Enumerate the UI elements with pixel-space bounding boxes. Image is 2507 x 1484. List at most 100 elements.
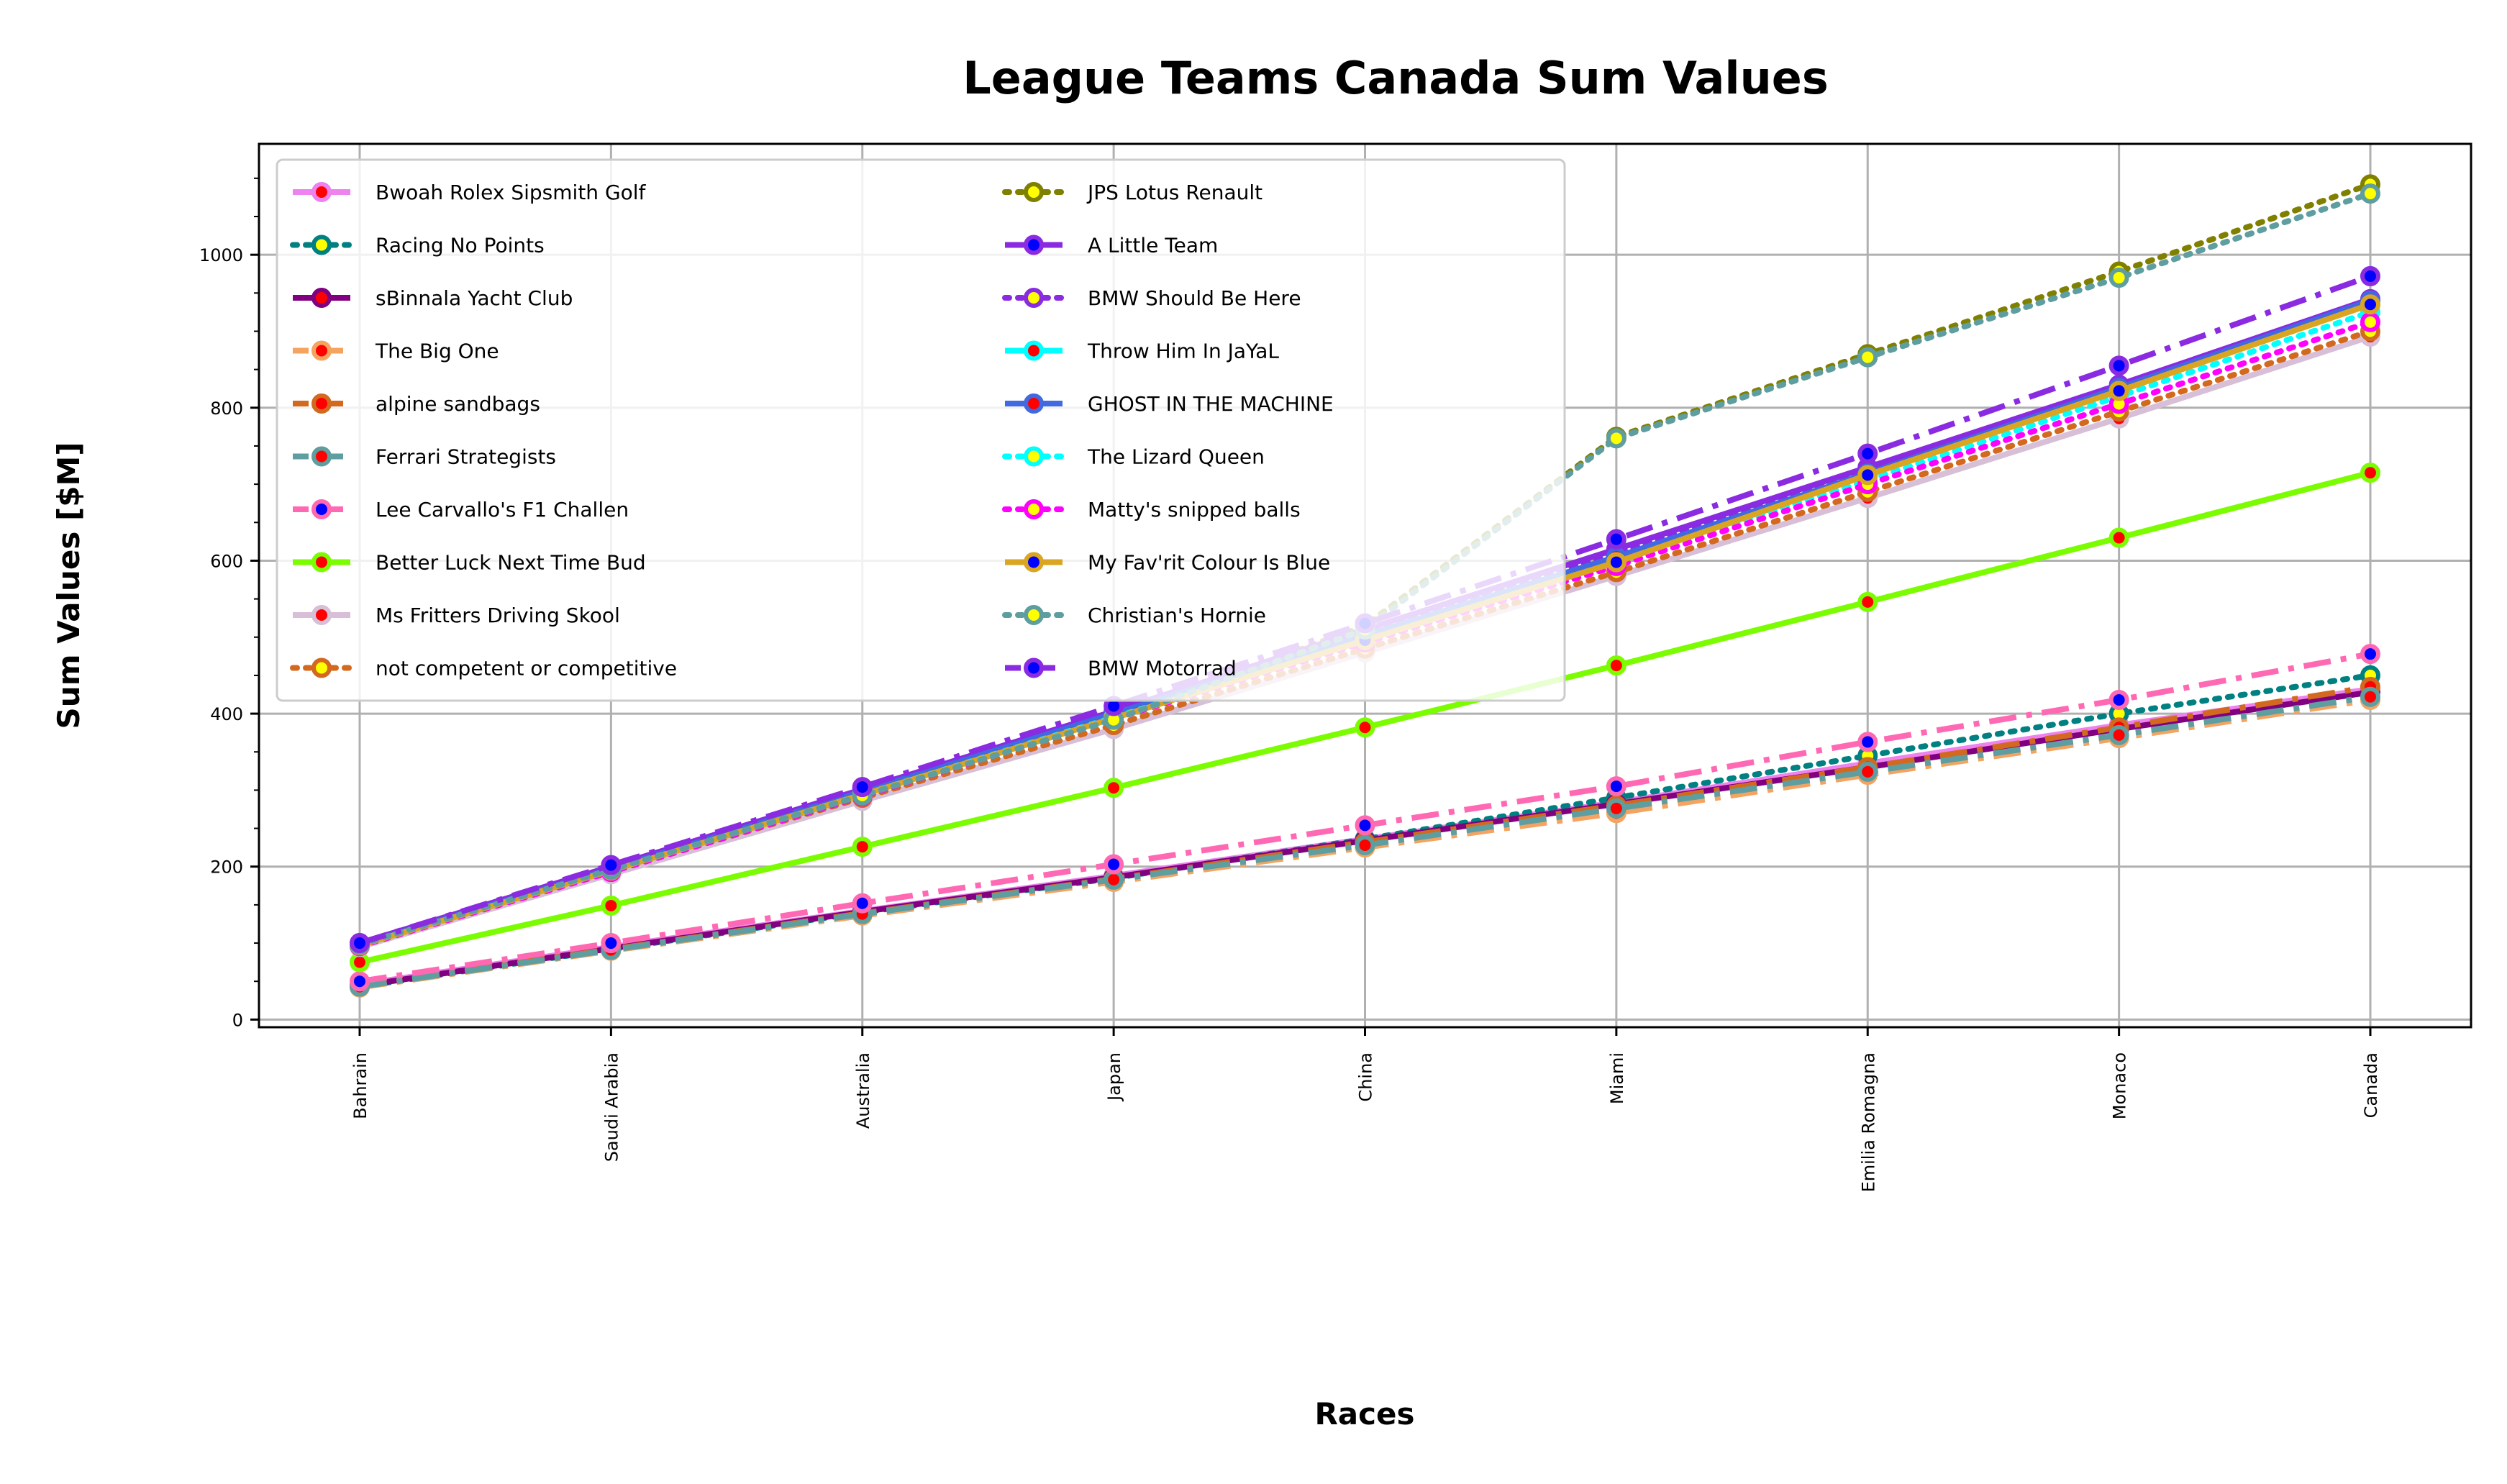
legend: Bwoah Rolex Sipsmith Golf Racing No Point…: [276, 158, 1566, 702]
legend-swatch-marker: [311, 657, 332, 678]
legend-entry: My Fav'rit Colour Is Blue: [1005, 551, 1330, 575]
legend-label: sBinnala Yacht Club: [376, 286, 573, 310]
data-point: [1606, 529, 1626, 550]
legend-label: The Lizard Queen: [1087, 445, 1265, 469]
legend-swatch-marker: [1024, 657, 1044, 678]
y-tick-label: 600: [210, 551, 243, 571]
data-point: [2360, 294, 2380, 315]
data-point: [2108, 724, 2129, 745]
legend-swatch-marker: [1024, 552, 1044, 573]
y-axis-ticks: 0 200 400 600 800 1000: [199, 177, 259, 1030]
data-point: [1857, 591, 1878, 612]
legend-swatch-marker: [311, 393, 332, 414]
legend-swatch-marker: [311, 552, 332, 573]
data-point: [2360, 183, 2380, 204]
data-point: [852, 777, 873, 798]
legend-label: GHOST IN THE MACHINE: [1088, 392, 1334, 416]
x-tick-label: Canada: [2361, 1052, 2381, 1118]
y-tick-label: 400: [210, 704, 243, 724]
data-point: [601, 933, 622, 954]
data-point: [1606, 655, 1626, 676]
data-point: [2360, 311, 2380, 332]
legend-swatch-marker: [1024, 288, 1044, 308]
legend-swatch-marker: [1024, 605, 1044, 625]
legend-label: Matty's snipped balls: [1088, 498, 1301, 522]
legend-label: not competent or competitive: [376, 657, 677, 680]
data-point: [1857, 732, 1878, 752]
legend-entry: Lee Carvallo's F1 Challen: [293, 498, 629, 522]
data-point: [1857, 761, 1878, 782]
x-tick-label: Japan: [1104, 1052, 1124, 1102]
legend-entry: Matty's snipped balls: [1002, 498, 1301, 522]
legend-swatch-marker: [311, 446, 332, 467]
data-point: [2360, 686, 2380, 707]
data-point: [1104, 778, 1124, 798]
data-point: [350, 933, 370, 954]
legend-label: Better Luck Next Time Bud: [376, 551, 646, 575]
x-tick-label: Bahrain: [350, 1052, 370, 1119]
legend-label: Christian's Hornie: [1088, 604, 1266, 627]
x-tick-label: Miami: [1607, 1052, 1627, 1104]
data-point: [1104, 854, 1124, 875]
legend-entry: Racing No Points: [290, 234, 545, 258]
data-point: [852, 893, 873, 914]
legend-entry: BMW Should Be Here: [1002, 286, 1301, 310]
legend-entry: alpine sandbags: [293, 392, 540, 416]
legend-entry: The Big One: [293, 340, 499, 363]
legend-swatch-marker: [1024, 393, 1044, 414]
data-point: [1606, 798, 1626, 819]
data-point: [2108, 527, 2129, 548]
data-point: [2108, 355, 2129, 376]
data-point: [1355, 717, 1375, 738]
legend-label: Ms Fritters Driving Skool: [376, 604, 620, 627]
data-point: [2360, 265, 2380, 286]
legend-label: The Big One: [375, 340, 499, 363]
legend-swatch-marker: [311, 288, 332, 308]
series-line: [358, 273, 2372, 946]
x-tick-label: China: [1356, 1052, 1376, 1102]
legend-label: JPS Lotus Renault: [1086, 181, 1262, 204]
chart-title: League Teams Canada Sum Values: [963, 52, 1828, 104]
series-ferrari-strategists: [350, 686, 2380, 997]
legend-entry: Ms Fritters Driving Skool: [293, 604, 620, 627]
legend-swatch-marker: [311, 499, 332, 519]
series-lines: [350, 174, 2380, 998]
legend-swatch-marker: [1024, 446, 1044, 467]
y-tick-label: 800: [210, 399, 243, 419]
legend-label: Bwoah Rolex Sipsmith Golf: [376, 181, 647, 204]
legend-label: My Fav'rit Colour Is Blue: [1088, 551, 1330, 575]
legend-swatch-marker: [311, 235, 332, 255]
data-point: [1606, 428, 1626, 449]
data-point: [350, 971, 370, 992]
legend-entry: not competent or competitive: [290, 657, 677, 680]
legend-entry: sBinnala Yacht Club: [293, 286, 573, 310]
legend-swatch-marker: [1024, 235, 1044, 255]
x-axis-ticks: Bahrain Saudi Arabia Australia Japan China Mi…: [350, 1027, 2381, 1192]
legend-entry: GHOST IN THE MACHINE: [1005, 392, 1334, 416]
legend-entry: Christian's Hornie: [1002, 604, 1266, 627]
x-tick-label: Monaco: [2110, 1052, 2130, 1119]
legend-swatch-marker: [1024, 340, 1044, 361]
legend-entry: Ferrari Strategists: [293, 445, 556, 469]
legend-entry: A Little Team: [1005, 234, 1218, 258]
legend-swatch-marker: [1024, 499, 1044, 519]
legend-label: Throw Him In JaYaL: [1087, 340, 1279, 363]
data-point: [1355, 815, 1375, 836]
legend-entry: Throw Him In JaYaL: [1005, 340, 1279, 363]
data-point: [2360, 644, 2380, 665]
data-point: [1857, 347, 1878, 368]
legend-box: [276, 158, 1566, 702]
y-axis-label: Sum Values [$M]: [51, 442, 86, 729]
data-point: [601, 855, 622, 875]
legend-label: Racing No Points: [376, 234, 545, 258]
data-point: [2360, 463, 2380, 483]
legend-entry: JPS Lotus Renault: [1002, 181, 1262, 204]
y-tick-label: 200: [210, 857, 243, 878]
legend-swatch-marker: [1024, 182, 1044, 202]
data-point: [1857, 443, 1878, 464]
data-point: [1606, 552, 1626, 573]
y-tick-label: 1000: [199, 245, 243, 265]
data-point: [1355, 834, 1375, 855]
